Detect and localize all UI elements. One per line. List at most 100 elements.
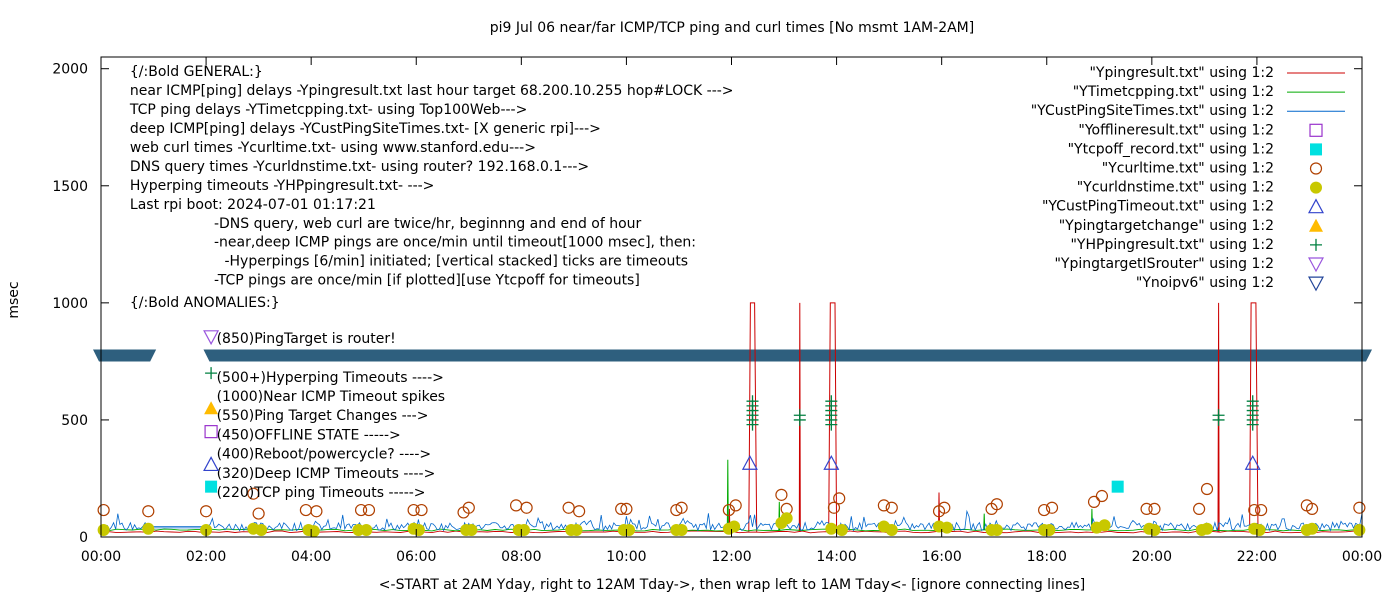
x-tick-label-6: 12:00	[711, 549, 751, 565]
curldns-point-44	[1306, 522, 1319, 535]
curltime-point-39	[1193, 502, 1206, 516]
annotation-2: TCP ping delays -YTimetcpping.txt- using…	[129, 102, 527, 118]
curltime-point-4	[252, 507, 265, 520]
x-axis-label: <-START at 2AM Yday, right to 12AM Tday-…	[379, 577, 1085, 593]
legend-swatch-10	[1307, 257, 1325, 273]
legend-label-1: "YTimetcpping.txt" using 1:2	[1073, 84, 1274, 100]
curltime-point-34	[1045, 501, 1059, 514]
legend-swatch-9	[1310, 238, 1322, 251]
curldns-point-26	[835, 523, 848, 536]
curltime-point-16	[573, 505, 586, 518]
anomaly-marker-4	[203, 456, 220, 472]
legend-swatch-3	[1309, 123, 1323, 137]
x-tick-label-4: 08:00	[501, 549, 541, 565]
curldns-point-38	[1148, 523, 1161, 536]
y-tick-label-4: 2000	[52, 62, 88, 78]
annotation-12: {/:Bold ANOMALIES:}	[130, 295, 280, 311]
legend-label-11: "Ynoipv6" using 1:2	[1136, 275, 1274, 291]
curltime-point-33	[1038, 503, 1051, 517]
series-spike-0-2	[828, 302, 838, 532]
plot-data	[93, 302, 1372, 538]
deep-icmp-timeout-1	[823, 454, 840, 470]
curldns-point-25	[825, 522, 838, 535]
series-spike-0-3	[1217, 302, 1220, 532]
curldns-point-12	[465, 523, 478, 536]
legend-label-6: "Ycurldnstime.txt" using 1:2	[1077, 180, 1274, 196]
curldns-point-16	[570, 523, 583, 536]
curltime-point-44	[1305, 502, 1319, 516]
annotation-6: Hyperping timeouts -YHPpingresult.txt- -…	[130, 178, 435, 194]
curltime-point-10	[415, 503, 428, 517]
curltime-point-12	[462, 501, 475, 514]
curltime-point-32	[990, 498, 1003, 511]
tcp-timeout-0	[1111, 480, 1124, 493]
curltime-point-27	[877, 499, 890, 512]
x-tick-label-12: 00:00	[1342, 549, 1382, 565]
curltime-point-42	[1255, 503, 1268, 517]
curltime-point-8	[362, 503, 376, 517]
series-line-2	[100, 509, 1363, 532]
deep-icmp-timeout-2	[1244, 454, 1261, 470]
curldns-point-8	[360, 523, 373, 536]
annotation-14: (500+)Hyperping Timeouts ---->	[217, 370, 444, 386]
series-spike-0-1	[798, 302, 801, 532]
hyperping-timeout-tick-0-5	[746, 395, 759, 408]
legend-swatch-7	[1307, 198, 1325, 214]
curldns-point-0	[97, 523, 110, 536]
curldns-point-40	[1201, 522, 1214, 535]
annotation-18: (400)Reboot/powercycle? ---->	[217, 447, 432, 463]
curldns-point-18	[623, 523, 636, 536]
annotation-16: (550)Ping Target Changes --->	[217, 408, 429, 424]
curltime-point-41	[1248, 503, 1261, 517]
chart-title: pi9 Jul 06 near/far ICMP/TCP ping and cu…	[490, 20, 974, 36]
curltime-point-25	[827, 501, 841, 514]
annotation-1: near ICMP[ping] delays -Ypingresult.txt …	[130, 83, 734, 99]
curltime-point-3	[247, 487, 260, 500]
curltime-point-6	[310, 505, 323, 518]
curldns-point-1	[142, 522, 155, 535]
x-tick-label-3: 06:00	[396, 549, 436, 565]
series-spike-1-0	[726, 459, 729, 531]
hyperping-timeout-tick-4-5	[1246, 395, 1259, 408]
annotation-11: -TCP pings are once/min [if plotted][use…	[214, 273, 640, 289]
x-tick-label-10: 20:00	[1132, 549, 1172, 565]
band-segment-0	[93, 349, 157, 362]
annotation-20: (220)TCP ping Timeouts ----->	[217, 485, 426, 501]
legend-swatch-4	[1310, 143, 1322, 156]
curldns-point-6	[307, 525, 320, 538]
series-spike-1-3	[983, 513, 986, 531]
hyperping-timeout-tick-3-1	[1212, 409, 1225, 422]
annotation-7: Last rpi boot: 2024-07-01 01:17:21	[130, 197, 376, 213]
y-tick-label-3: 1500	[52, 179, 88, 195]
anomaly-marker-0	[203, 330, 220, 346]
curltime-point-40	[1200, 482, 1214, 496]
anomaly-marker-2	[204, 401, 219, 415]
x-tick-label-1: 02:00	[186, 549, 226, 565]
curltime-point-45	[1353, 501, 1366, 514]
curldns-point-28	[885, 523, 898, 536]
annotation-10: -Hyperpings [6/min] initiated; [vertical…	[224, 254, 688, 270]
curltime-point-26	[833, 492, 846, 505]
curltime-point-0	[97, 503, 110, 517]
y-tick-label-0: 0	[79, 530, 88, 546]
curltime-point-13	[509, 499, 523, 512]
curldns-point-24	[780, 512, 793, 525]
series-spike-0-0	[748, 302, 758, 532]
curldns-point-20	[675, 523, 688, 536]
legend-swatch-6	[1310, 181, 1322, 194]
annotation-15: (1000)Near ICMP Timeout spikes	[217, 389, 446, 405]
curltime-point-21	[722, 503, 735, 517]
curltime-point-14	[520, 501, 533, 514]
curltime-point-17	[615, 502, 628, 516]
legend-label-5: "Ycurltime.txt" using 1:2	[1102, 161, 1274, 177]
y-tick-label-1: 500	[61, 413, 88, 429]
curltime-point-1	[142, 505, 155, 518]
annotation-0: {/:Bold GENERAL:}	[130, 64, 263, 80]
legend-label-9: "YHPpingresult.txt" using 1:2	[1070, 237, 1274, 253]
x-tick-label-7: 14:00	[816, 549, 856, 565]
annotation-5: DNS query times -Ycurldnstime.txt- using…	[130, 159, 589, 175]
curldns-point-22	[728, 520, 741, 533]
legend-label-3: "Yofflineresult.txt" using 1:2	[1078, 122, 1274, 138]
annotation-8: -DNS query, web curl are twice/hr, begin…	[214, 216, 642, 232]
legend-swatch-11	[1307, 276, 1325, 292]
